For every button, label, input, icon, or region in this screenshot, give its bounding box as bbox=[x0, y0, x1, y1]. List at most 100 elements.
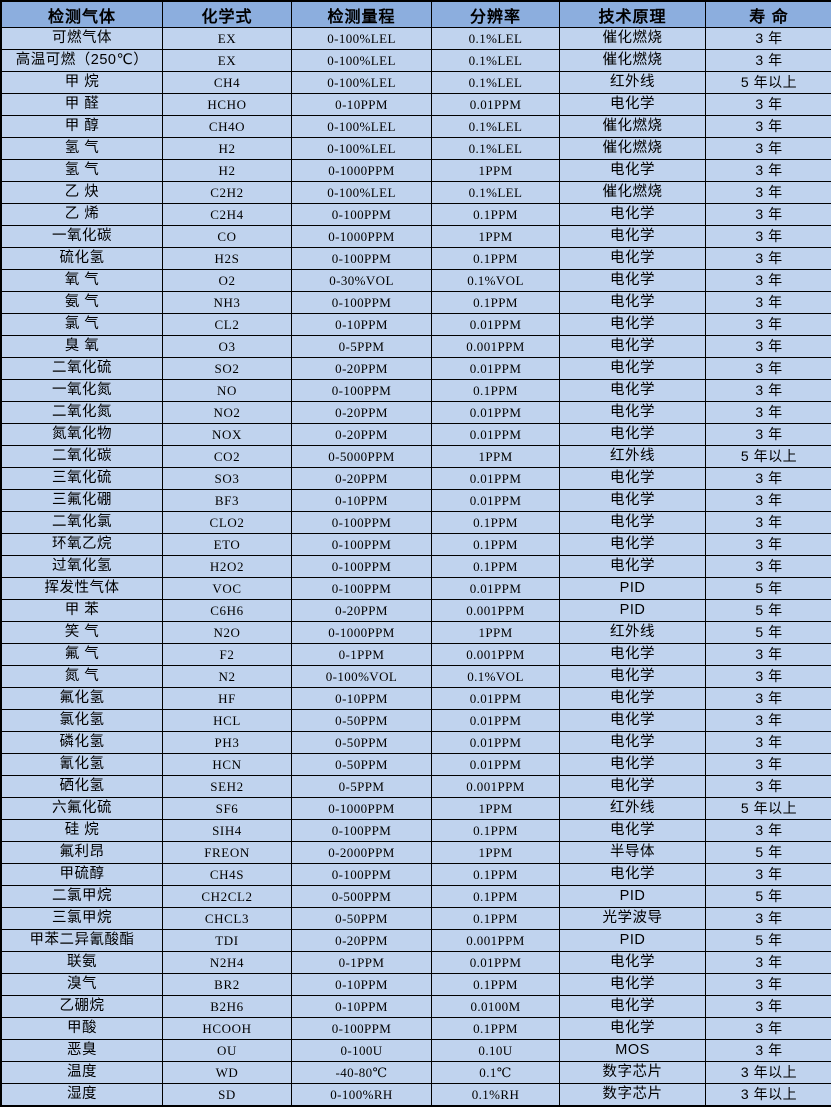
cell-resolution: 0.1℃ bbox=[432, 1062, 560, 1084]
cell-formula: FREON bbox=[163, 842, 292, 864]
cell-range: 0-10PPM bbox=[292, 94, 432, 116]
cell-formula: CH2CL2 bbox=[163, 886, 292, 908]
cell-principle: 半导体 bbox=[560, 842, 706, 864]
cell-formula: B2H6 bbox=[163, 996, 292, 1018]
cell-gas: 氟 气 bbox=[2, 644, 163, 666]
cell-range: 0-20PPM bbox=[292, 358, 432, 380]
cell-gas: 一氧化氮 bbox=[2, 380, 163, 402]
cell-resolution: 0.1%LEL bbox=[432, 182, 560, 204]
cell-resolution: 0.1%LEL bbox=[432, 116, 560, 138]
cell-gas: 磷化氢 bbox=[2, 732, 163, 754]
cell-formula: SD bbox=[163, 1084, 292, 1106]
cell-resolution: 0.01PPM bbox=[432, 358, 560, 380]
cell-formula: SEH2 bbox=[163, 776, 292, 798]
cell-gas: 甲酸 bbox=[2, 1018, 163, 1040]
cell-principle: PID bbox=[560, 578, 706, 600]
cell-gas: 环氧乙烷 bbox=[2, 534, 163, 556]
cell-gas: 三氯甲烷 bbox=[2, 908, 163, 930]
cell-gas: 挥发性气体 bbox=[2, 578, 163, 600]
cell-formula: O2 bbox=[163, 270, 292, 292]
cell-principle: 电化学 bbox=[560, 490, 706, 512]
cell-resolution: 0.01PPM bbox=[432, 732, 560, 754]
cell-life: 3 年 bbox=[706, 248, 831, 270]
cell-gas: 二氧化氮 bbox=[2, 402, 163, 424]
cell-life: 3 年 bbox=[706, 380, 831, 402]
cell-range: 0-1000PPM bbox=[292, 160, 432, 182]
cell-formula: CO bbox=[163, 226, 292, 248]
cell-life: 3 年 bbox=[706, 94, 831, 116]
cell-resolution: 0.1PPM bbox=[432, 1018, 560, 1040]
cell-gas: 二氧化硫 bbox=[2, 358, 163, 380]
cell-principle: 电化学 bbox=[560, 974, 706, 996]
cell-gas: 氰化氢 bbox=[2, 754, 163, 776]
cell-principle: 催化燃烧 bbox=[560, 182, 706, 204]
cell-formula: H2O2 bbox=[163, 556, 292, 578]
cell-life: 5 年 bbox=[706, 622, 831, 644]
cell-life: 3 年 bbox=[706, 116, 831, 138]
cell-principle: 电化学 bbox=[560, 688, 706, 710]
cell-resolution: 0.001PPM bbox=[432, 644, 560, 666]
cell-formula: HCL bbox=[163, 710, 292, 732]
cell-life: 5 年 bbox=[706, 930, 831, 952]
cell-life: 3 年 bbox=[706, 732, 831, 754]
cell-resolution: 1PPM bbox=[432, 622, 560, 644]
cell-range: 0-100%LEL bbox=[292, 116, 432, 138]
cell-resolution: 1PPM bbox=[432, 226, 560, 248]
cell-life: 5 年 bbox=[706, 842, 831, 864]
cell-formula: NO bbox=[163, 380, 292, 402]
cell-life: 3 年 bbox=[706, 424, 831, 446]
cell-formula: SF6 bbox=[163, 798, 292, 820]
cell-formula: H2 bbox=[163, 138, 292, 160]
cell-resolution: 0.1PPM bbox=[432, 380, 560, 402]
cell-life: 3 年 bbox=[706, 138, 831, 160]
cell-resolution: 0.01PPM bbox=[432, 468, 560, 490]
cell-gas: 氟利昂 bbox=[2, 842, 163, 864]
cell-gas: 六氟化硫 bbox=[2, 798, 163, 820]
cell-range: 0-100PPM bbox=[292, 512, 432, 534]
cell-principle: 数字芯片 bbox=[560, 1084, 706, 1106]
column-header-range: 检测量程 bbox=[292, 2, 432, 28]
cell-life: 3 年 bbox=[706, 160, 831, 182]
cell-gas: 二氧化碳 bbox=[2, 446, 163, 468]
cell-life: 3 年 bbox=[706, 402, 831, 424]
cell-range: 0-100PPM bbox=[292, 864, 432, 886]
cell-gas: 恶臭 bbox=[2, 1040, 163, 1062]
cell-life: 3 年 bbox=[706, 864, 831, 886]
cell-formula: N2 bbox=[163, 666, 292, 688]
cell-gas: 臭 氧 bbox=[2, 336, 163, 358]
cell-range: 0-20PPM bbox=[292, 930, 432, 952]
cell-principle: 电化学 bbox=[560, 754, 706, 776]
cell-principle: 电化学 bbox=[560, 644, 706, 666]
cell-range: 0-100PPM bbox=[292, 380, 432, 402]
cell-resolution: 0.01PPM bbox=[432, 710, 560, 732]
cell-life: 3 年 bbox=[706, 644, 831, 666]
cell-resolution: 1PPM bbox=[432, 160, 560, 182]
cell-range: 0-100PPM bbox=[292, 1018, 432, 1040]
cell-range: 0-10PPM bbox=[292, 996, 432, 1018]
cell-life: 3 年 bbox=[706, 182, 831, 204]
cell-resolution: 0.0100M bbox=[432, 996, 560, 1018]
cell-gas: 高温可燃（250℃） bbox=[2, 50, 163, 72]
cell-gas: 硅 烷 bbox=[2, 820, 163, 842]
cell-resolution: 0.1PPM bbox=[432, 556, 560, 578]
cell-formula: CLO2 bbox=[163, 512, 292, 534]
cell-range: 0-20PPM bbox=[292, 600, 432, 622]
cell-principle: 电化学 bbox=[560, 512, 706, 534]
cell-principle: 催化燃烧 bbox=[560, 138, 706, 160]
cell-gas: 甲苯二异氰酸酯 bbox=[2, 930, 163, 952]
cell-formula: H2 bbox=[163, 160, 292, 182]
cell-formula: EX bbox=[163, 28, 292, 50]
